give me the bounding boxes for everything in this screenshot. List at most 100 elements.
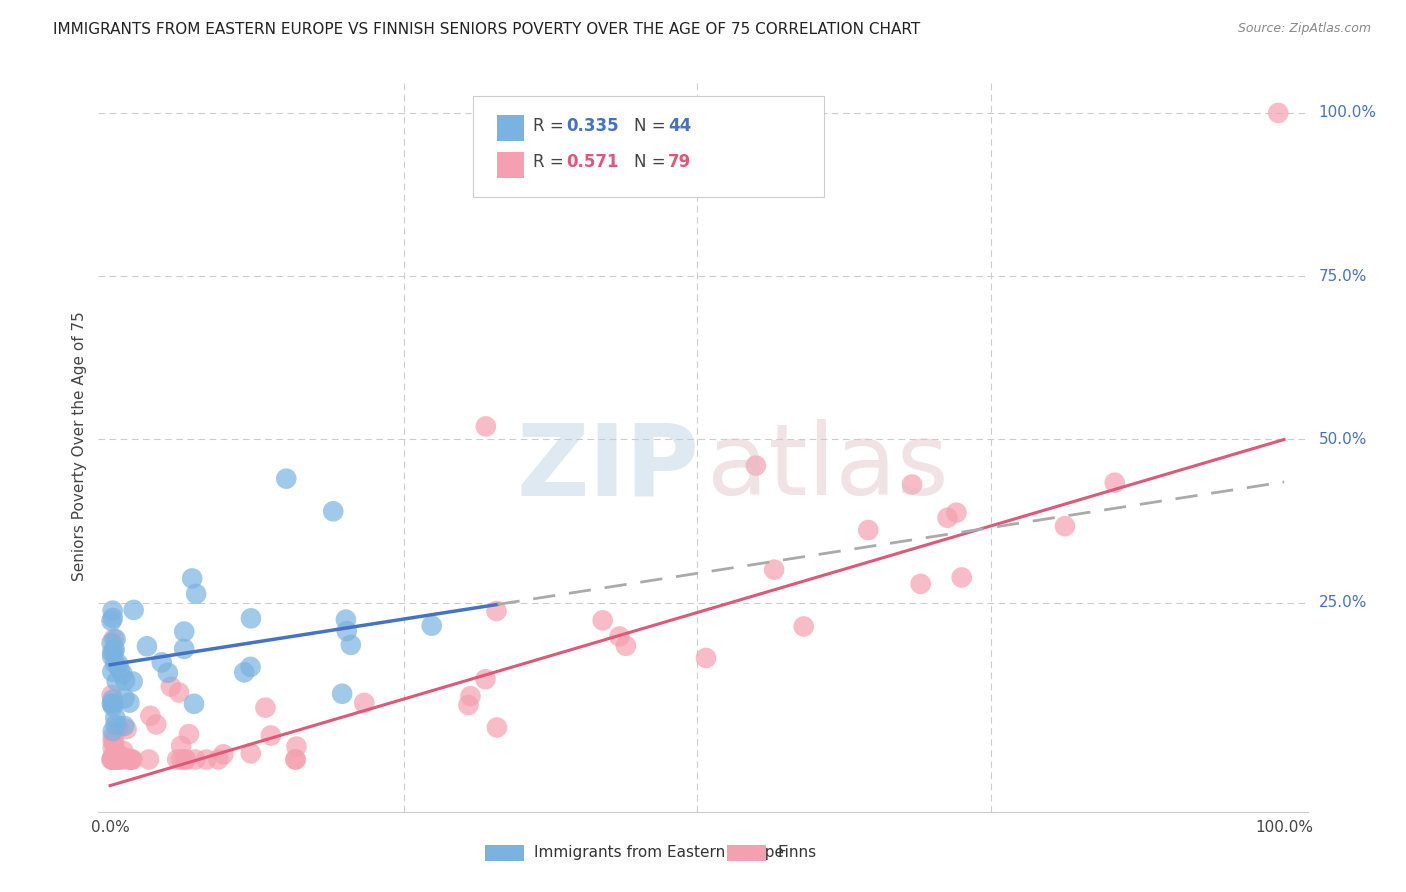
Point <box>107 722 129 736</box>
Point <box>107 719 129 733</box>
Point <box>104 746 127 760</box>
Point <box>101 752 124 766</box>
Point <box>122 603 145 617</box>
Point <box>100 752 122 766</box>
Text: R =: R = <box>533 117 568 135</box>
Point <box>474 672 496 686</box>
Point <box>239 660 262 674</box>
Point <box>100 614 122 628</box>
Point <box>103 752 125 766</box>
Point <box>120 752 142 766</box>
Point <box>101 750 124 764</box>
Point <box>145 717 167 731</box>
Point <box>111 752 134 766</box>
Point <box>485 721 508 735</box>
Point <box>1053 519 1076 533</box>
Point <box>950 570 973 584</box>
Point <box>118 752 141 766</box>
Point <box>212 747 235 762</box>
Text: IMMIGRANTS FROM EASTERN EUROPE VS FINNISH SENIORS POVERTY OVER THE AGE OF 75 COR: IMMIGRANTS FROM EASTERN EUROPE VS FINNIS… <box>53 22 921 37</box>
Point <box>457 698 479 712</box>
Point <box>186 587 208 601</box>
Point <box>183 697 205 711</box>
Point <box>101 734 124 748</box>
Point <box>1104 475 1126 490</box>
Point <box>103 752 125 766</box>
Point <box>945 506 967 520</box>
Point <box>150 656 173 670</box>
FancyBboxPatch shape <box>498 152 524 178</box>
Point <box>118 696 141 710</box>
Point <box>120 752 142 766</box>
Point <box>115 722 138 736</box>
FancyBboxPatch shape <box>485 845 524 861</box>
Point <box>340 638 363 652</box>
Point <box>112 744 135 758</box>
Point <box>745 458 768 473</box>
Point <box>101 645 124 659</box>
Point <box>609 630 631 644</box>
Point <box>592 613 614 627</box>
Point <box>101 604 124 618</box>
Point <box>101 692 124 706</box>
Point <box>107 752 129 766</box>
Text: 75.0%: 75.0% <box>1319 268 1367 284</box>
Point <box>104 657 127 671</box>
Point <box>104 744 127 758</box>
Text: atlas: atlas <box>707 419 948 516</box>
Text: R =: R = <box>533 153 568 171</box>
Text: N =: N = <box>634 153 671 171</box>
Point <box>485 604 508 618</box>
Point <box>763 563 786 577</box>
Point <box>139 708 162 723</box>
Text: 44: 44 <box>668 117 692 135</box>
Point <box>166 752 188 766</box>
Point <box>858 523 880 537</box>
Point <box>901 477 924 491</box>
Point <box>103 645 125 659</box>
Point <box>207 752 229 766</box>
Point <box>174 752 197 766</box>
Point <box>101 699 124 714</box>
Point <box>104 752 127 766</box>
Point <box>322 504 344 518</box>
Point <box>239 747 262 761</box>
Point <box>103 632 125 646</box>
Point <box>114 673 136 688</box>
Point <box>105 674 128 689</box>
Text: 0.335: 0.335 <box>567 117 619 135</box>
Point <box>184 752 207 766</box>
Point <box>104 752 127 766</box>
Point <box>195 752 218 766</box>
Point <box>167 685 190 699</box>
Point <box>100 636 122 650</box>
Point <box>475 419 498 434</box>
Point <box>103 752 125 766</box>
Point <box>276 472 298 486</box>
Point <box>101 697 124 711</box>
Y-axis label: Seniors Poverty Over the Age of 75: Seniors Poverty Over the Age of 75 <box>72 311 87 581</box>
Point <box>285 739 308 754</box>
Point <box>101 752 124 766</box>
Point <box>121 752 143 766</box>
Point <box>177 727 200 741</box>
Point <box>104 642 127 657</box>
Point <box>233 665 256 680</box>
Point <box>105 752 128 766</box>
Point <box>101 730 124 744</box>
Point <box>136 640 159 654</box>
Point <box>173 624 195 639</box>
Point <box>120 752 142 766</box>
Point <box>1267 106 1289 120</box>
Text: 100.0%: 100.0% <box>1319 105 1376 120</box>
Point <box>614 639 637 653</box>
Point <box>104 752 127 766</box>
Point <box>111 667 134 681</box>
Point <box>239 611 262 625</box>
Point <box>170 752 193 766</box>
Point <box>181 571 204 585</box>
Point <box>121 674 143 689</box>
Point <box>695 651 717 665</box>
Text: ZIP: ZIP <box>516 419 699 516</box>
Point <box>260 729 283 743</box>
